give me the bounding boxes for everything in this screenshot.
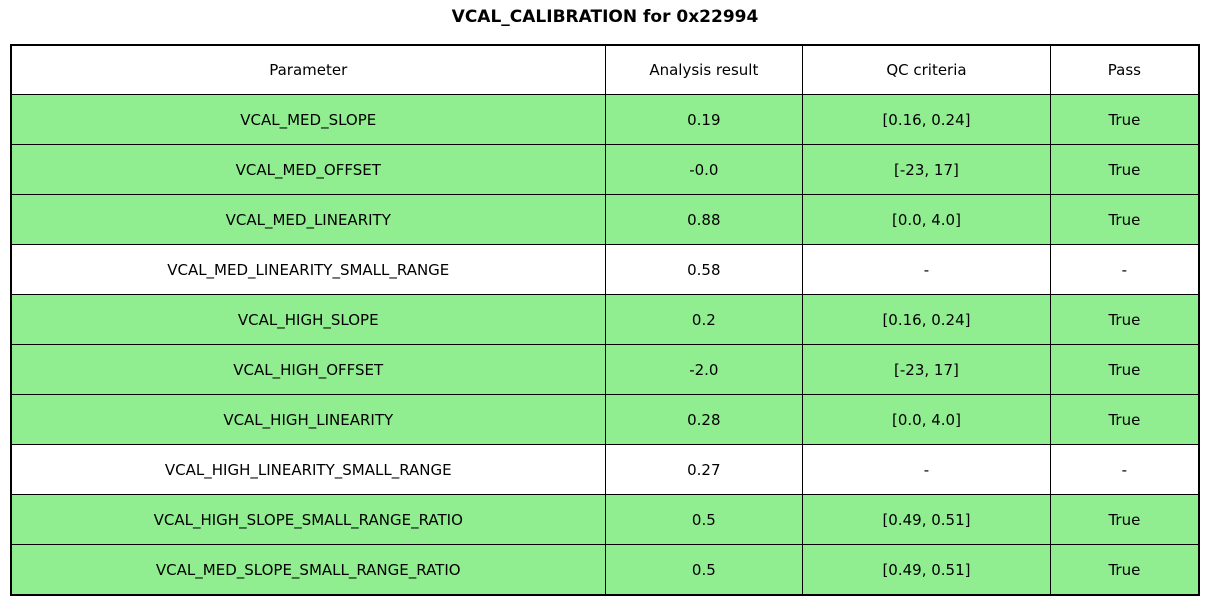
qc-cell: [-23, 17] bbox=[802, 344, 1051, 395]
pass-cell: True bbox=[1049, 394, 1200, 445]
parameter-cell: VCAL_HIGH_SLOPE_SMALL_RANGE_RATIO bbox=[10, 494, 606, 545]
table-row: VCAL_MED_SLOPE_SMALL_RANGE_RATIO 0.5 [0.… bbox=[10, 544, 1200, 596]
page-title: VCAL_CALIBRATION for 0x22994 bbox=[451, 7, 759, 27]
table-row: VCAL_MED_LINEARITY 0.88 [0.0, 4.0] True bbox=[10, 194, 1200, 245]
pass-cell: True bbox=[1049, 494, 1200, 545]
qc-cell: [0.0, 4.0] bbox=[802, 394, 1051, 445]
column-header-pass: Pass bbox=[1049, 44, 1200, 95]
parameter-cell: VCAL_MED_SLOPE_SMALL_RANGE_RATIO bbox=[10, 544, 606, 596]
result-cell: 0.2 bbox=[604, 294, 804, 345]
header-row: Parameter Analysis result QC criteria Pa… bbox=[10, 44, 1200, 95]
qc-cell: [0.0, 4.0] bbox=[802, 194, 1051, 245]
table-row: VCAL_HIGH_LINEARITY_SMALL_RANGE 0.27 - - bbox=[10, 444, 1200, 495]
column-header-analysis-result: Analysis result bbox=[604, 44, 804, 95]
result-cell: 0.88 bbox=[604, 194, 804, 245]
result-cell: -2.0 bbox=[604, 344, 804, 395]
result-cell: 0.5 bbox=[604, 544, 804, 596]
result-cell: 0.19 bbox=[604, 94, 804, 145]
qc-cell: [-23, 17] bbox=[802, 144, 1051, 195]
pass-cell: True bbox=[1049, 344, 1200, 395]
parameter-cell: VCAL_HIGH_LINEARITY bbox=[10, 394, 606, 445]
result-cell: 0.5 bbox=[604, 494, 804, 545]
table-body: VCAL_MED_SLOPE 0.19 [0.16, 0.24] True VC… bbox=[10, 94, 1200, 596]
parameter-cell: VCAL_HIGH_LINEARITY_SMALL_RANGE bbox=[10, 444, 606, 495]
qc-cell: - bbox=[802, 444, 1051, 495]
table-row: VCAL_HIGH_OFFSET -2.0 [-23, 17] True bbox=[10, 344, 1200, 395]
parameter-cell: VCAL_MED_OFFSET bbox=[10, 144, 606, 195]
pass-cell: - bbox=[1049, 244, 1200, 295]
pass-cell: True bbox=[1049, 194, 1200, 245]
qc-cell: [0.16, 0.24] bbox=[802, 94, 1051, 145]
qc-cell: [0.49, 0.51] bbox=[802, 544, 1051, 596]
table-row: VCAL_HIGH_LINEARITY 0.28 [0.0, 4.0] True bbox=[10, 394, 1200, 445]
result-cell: -0.0 bbox=[604, 144, 804, 195]
pass-cell: True bbox=[1049, 294, 1200, 345]
pass-cell: True bbox=[1049, 544, 1200, 596]
pass-cell: True bbox=[1049, 94, 1200, 145]
column-header-parameter: Parameter bbox=[10, 44, 606, 95]
column-header-qc-criteria: QC criteria bbox=[802, 44, 1051, 95]
table-row: VCAL_MED_SLOPE 0.19 [0.16, 0.24] True bbox=[10, 94, 1200, 145]
table-row: VCAL_MED_LINEARITY_SMALL_RANGE 0.58 - - bbox=[10, 244, 1200, 295]
qc-cell: [0.16, 0.24] bbox=[802, 294, 1051, 345]
parameter-cell: VCAL_MED_LINEARITY bbox=[10, 194, 606, 245]
table-header: Parameter Analysis result QC criteria Pa… bbox=[10, 44, 1200, 95]
result-cell: 0.58 bbox=[604, 244, 804, 295]
table-row: VCAL_HIGH_SLOPE 0.2 [0.16, 0.24] True bbox=[10, 294, 1200, 345]
pass-cell: True bbox=[1049, 144, 1200, 195]
parameter-cell: VCAL_MED_LINEARITY_SMALL_RANGE bbox=[10, 244, 606, 295]
parameter-cell: VCAL_MED_SLOPE bbox=[10, 94, 606, 145]
qc-cell: [0.49, 0.51] bbox=[802, 494, 1051, 545]
parameter-cell: VCAL_HIGH_SLOPE bbox=[10, 294, 606, 345]
result-cell: 0.27 bbox=[604, 444, 804, 495]
table-row: VCAL_HIGH_SLOPE_SMALL_RANGE_RATIO 0.5 [0… bbox=[10, 494, 1200, 545]
calibration-table: Parameter Analysis result QC criteria Pa… bbox=[10, 44, 1200, 596]
pass-cell: - bbox=[1049, 444, 1200, 495]
parameter-cell: VCAL_HIGH_OFFSET bbox=[10, 344, 606, 395]
qc-cell: - bbox=[802, 244, 1051, 295]
result-cell: 0.28 bbox=[604, 394, 804, 445]
table-row: VCAL_MED_OFFSET -0.0 [-23, 17] True bbox=[10, 144, 1200, 195]
